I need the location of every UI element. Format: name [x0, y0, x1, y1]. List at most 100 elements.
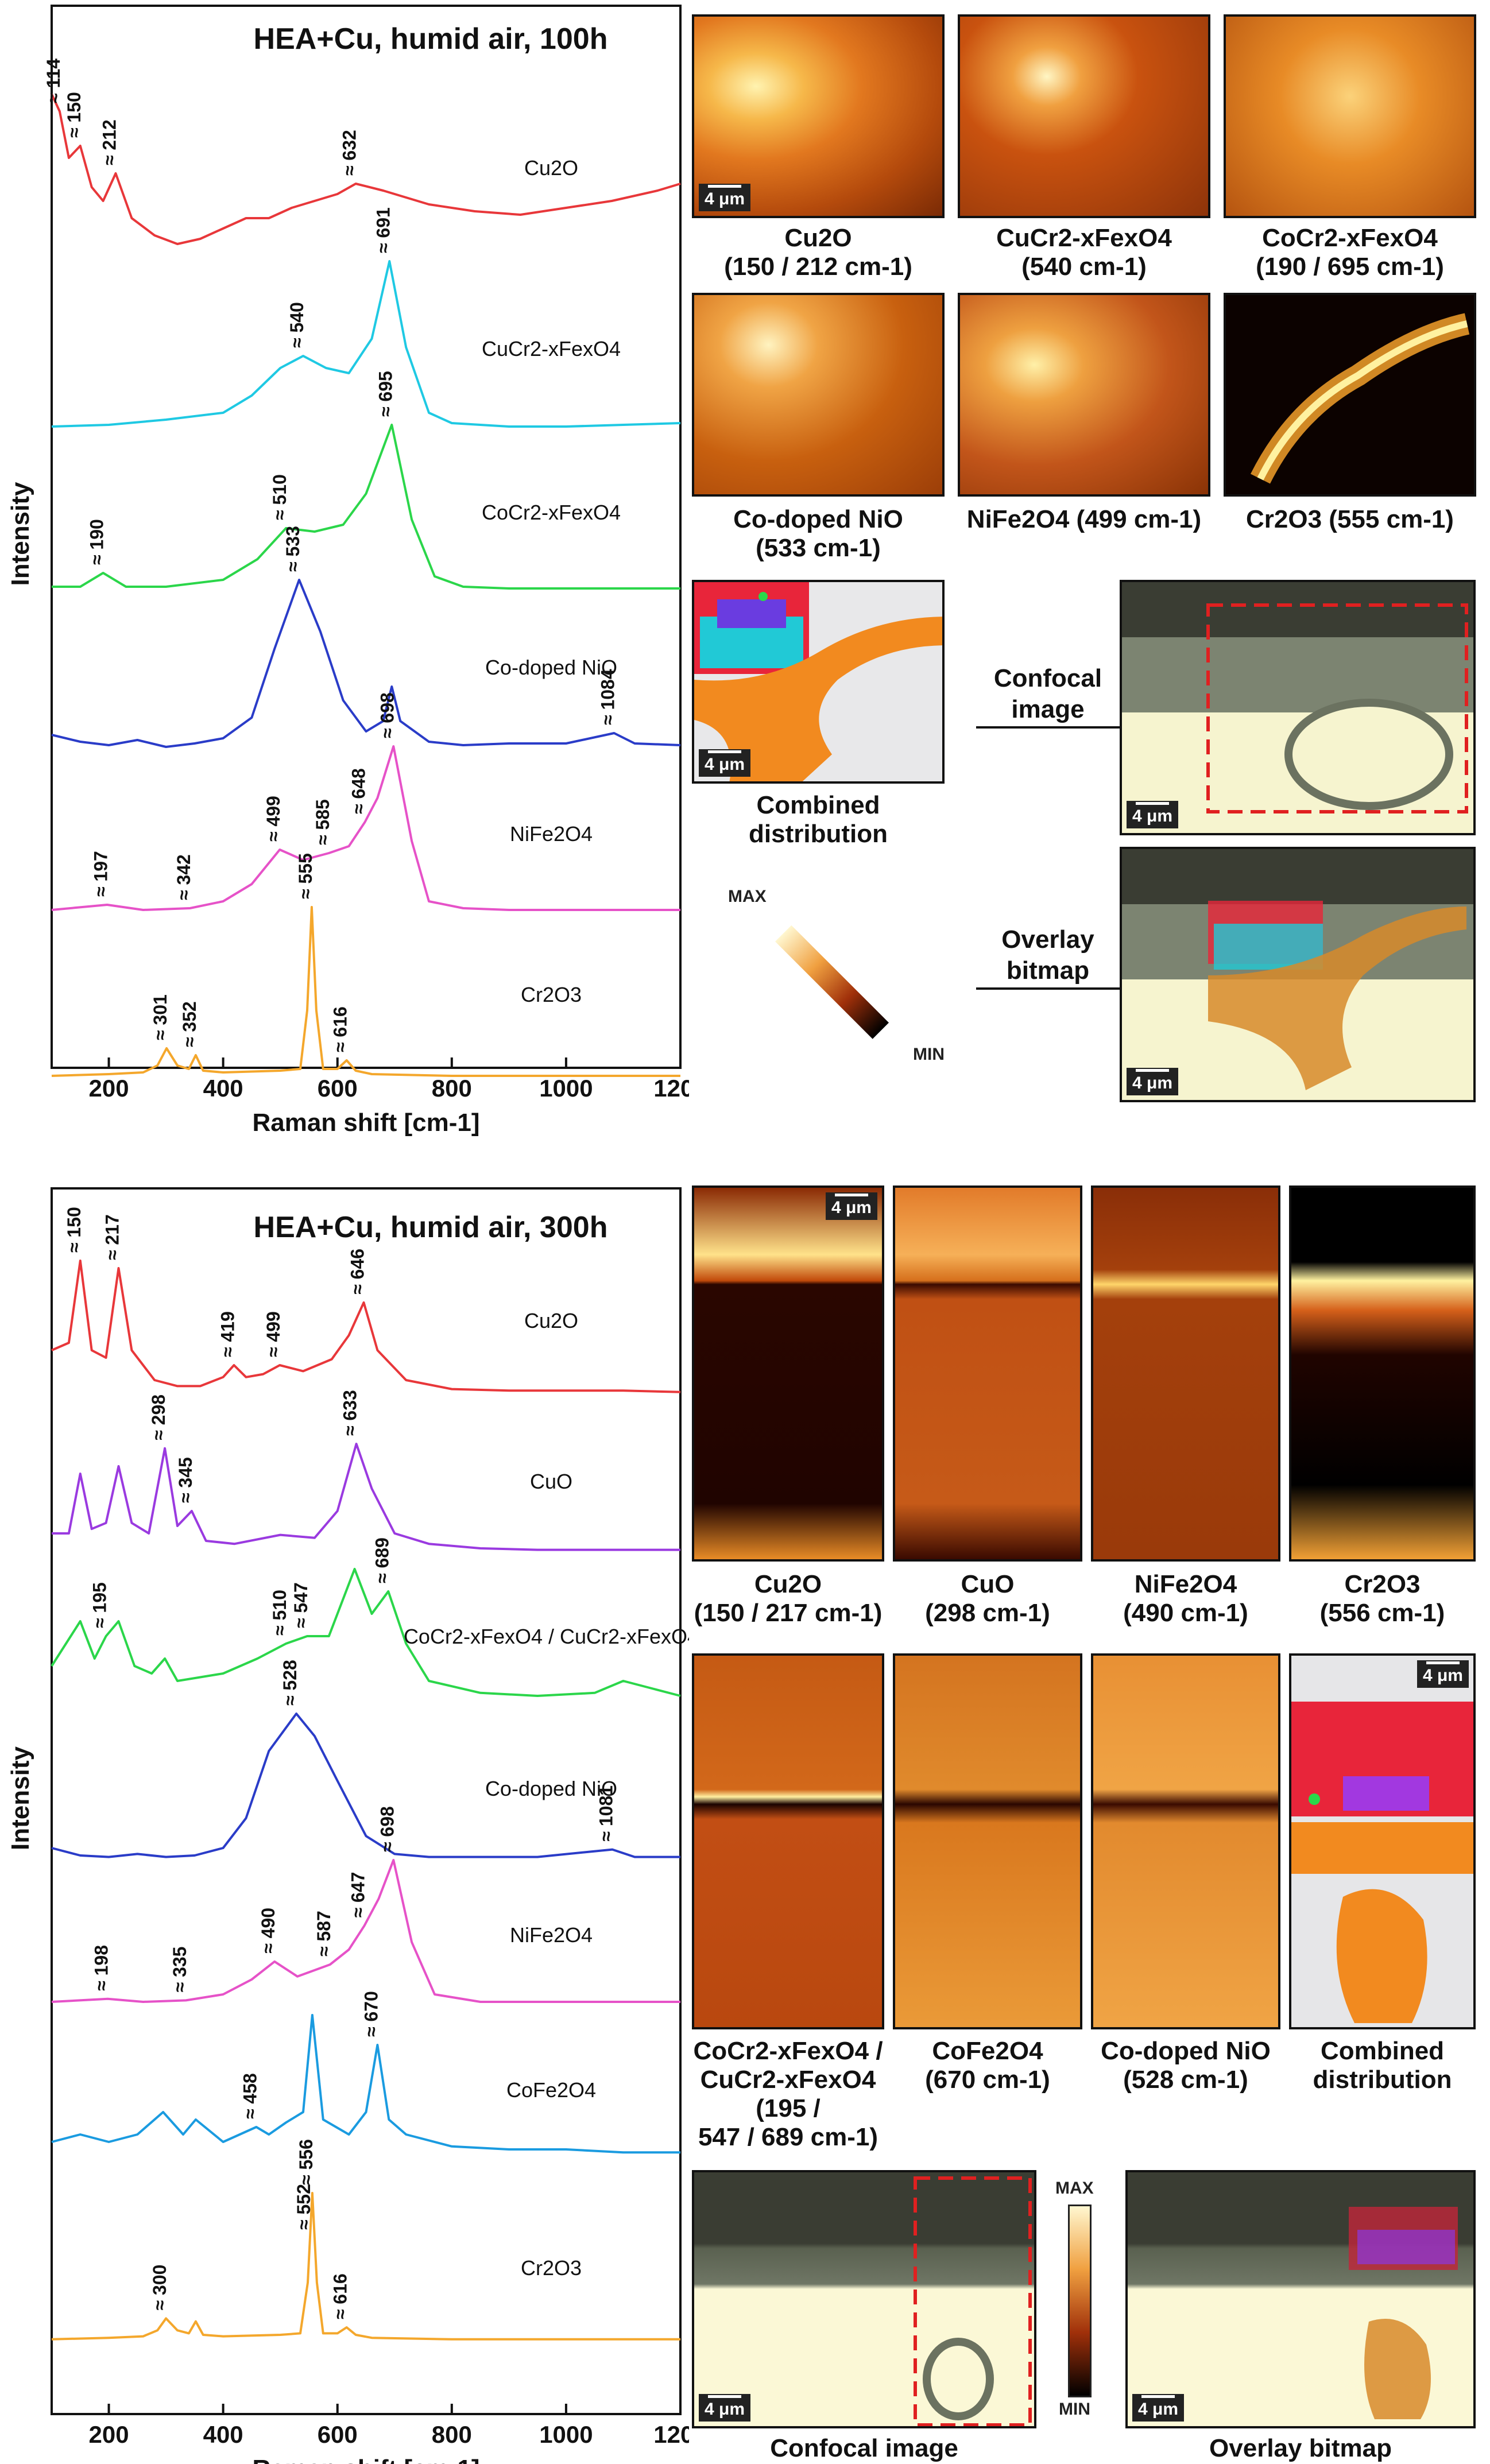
- x-tick-label: 200: [89, 2421, 129, 2448]
- series-line: [52, 1443, 680, 1551]
- peak-label: ≈ 490: [258, 1908, 278, 1954]
- caption-cu2o-100h: Cu2O (150 / 212 cm-1): [724, 224, 912, 281]
- series-name: NiFe2O4: [510, 822, 593, 846]
- caption-nio-100h: Co-doped NiO (533 cm-1): [733, 505, 903, 562]
- raman-map-nio-300h: [1091, 1653, 1280, 2029]
- caption-nife-100h: NiFe2O4 (499 cm-1): [966, 505, 1202, 533]
- colorbar-300h: [1068, 2205, 1092, 2397]
- overlay-bitmap-100h: 4 μm: [1120, 847, 1476, 1102]
- caption-cuo-300h: CuO (298 cm-1): [925, 1570, 1050, 1627]
- peak-label: ≈ 698: [377, 1806, 397, 1852]
- peak-label: ≈ 217: [102, 1214, 123, 1260]
- series-name: CoCr2-xFexO4 / CuCr2-xFexO4: [404, 1625, 689, 1648]
- peak-label: ≈ 300: [149, 2265, 170, 2311]
- peak-label: ≈ 695: [375, 371, 396, 417]
- confocal-image-300h: 4 μm: [692, 2170, 1036, 2428]
- scale-bar: 4 μm: [1127, 1068, 1179, 1095]
- overlay-label-100h: Overlay bitmap: [976, 924, 1120, 990]
- peak-label: ≈ 555: [295, 853, 316, 899]
- series-name: Co-doped NiO: [485, 1777, 617, 1800]
- series-name: CuCr2-xFexO4: [482, 337, 621, 361]
- raman-map-cr2o3-300h: [1289, 1185, 1476, 1562]
- chart-title: HEA+Cu, humid air, 300h: [254, 1211, 608, 1244]
- caption-cr2o3-100h: Cr2O3 (555 cm-1): [1246, 505, 1454, 533]
- caption-nio-300h: Co-doped NiO (528 cm-1): [1101, 2037, 1271, 2094]
- series-line: [51, 2014, 680, 2154]
- colorbar-max-label: MAX: [1055, 2179, 1094, 2198]
- caption-cu2o-300h: Cu2O (150 / 217 cm-1): [694, 1570, 883, 1627]
- peak-label: ≈ 552: [293, 2184, 314, 2230]
- peak-label: ≈ 510: [269, 474, 290, 520]
- combined-distribution-300h: 4 μm: [1289, 1653, 1476, 2029]
- raman-map-cucr-100h: [958, 14, 1210, 218]
- raman-map-cu2o-100h: 4 μm: [692, 14, 945, 218]
- series-name: Cr2O3: [521, 983, 582, 1006]
- series-line: [51, 2192, 680, 2341]
- peak-label: ≈ 150: [64, 92, 84, 138]
- raman-map-cocr-300h: [692, 1653, 884, 2029]
- peak-label: ≈ 691: [373, 207, 393, 253]
- scale-bar: 4 μm: [699, 184, 751, 211]
- colorbar-max-label: MAX: [728, 887, 767, 906]
- series-name: Cu2O: [524, 156, 578, 180]
- caption-cocr-100h: CoCr2-xFexO4 (190 / 695 cm-1): [1256, 224, 1444, 281]
- series-line: [51, 94, 681, 245]
- x-tick-label: 1200: [653, 2421, 689, 2448]
- peak-label: ≈ 499: [263, 796, 284, 842]
- plot-frame: [51, 5, 682, 1069]
- caption-combined-100h: Combined distribution: [749, 791, 888, 848]
- peak-label: ≈ 1081: [596, 1785, 617, 1842]
- series-name: CuO: [530, 1470, 572, 1493]
- colorbar-min-label: MIN: [913, 1045, 945, 1064]
- x-tick-label: 600: [318, 1075, 358, 1102]
- scale-bar: 4 μm: [1132, 2394, 1185, 2422]
- peak-label: ≈ 419: [218, 1311, 238, 1357]
- peak-label: ≈ 212: [99, 119, 120, 165]
- x-tick-label: 400: [203, 1075, 243, 1102]
- peak-label: ≈ 632: [339, 130, 360, 176]
- x-tick-label: 1000: [539, 2421, 593, 2448]
- x-tick-label: 600: [318, 2421, 358, 2448]
- confocal-label-100h: Confocal image: [976, 663, 1120, 729]
- series-name: CoCr2-xFexO4: [482, 501, 621, 524]
- peak-label: ≈ 150: [64, 1207, 84, 1253]
- scale-bar: 4 μm: [825, 1192, 877, 1220]
- x-axis-label: Raman shift [cm-1]: [252, 2455, 479, 2464]
- x-tick-label: 1000: [539, 1075, 593, 1102]
- peak-label: ≈ 616: [330, 2273, 351, 2319]
- spectra-panel-100h: HEA+Cu, humid air, 100h Intensity 200 400 60…: [0, 0, 689, 1165]
- raman-spectra-100h: HEA+Cu, humid air, 100h Intensity 200 400 60…: [6, 5, 689, 1137]
- x-axis-label: Raman shift [cm-1]: [252, 1109, 479, 1137]
- peak-label: ≈ 1084: [598, 669, 618, 725]
- series-name: CoFe2O4: [506, 2078, 596, 2102]
- colorbar-min-label: MIN: [1059, 2400, 1090, 2419]
- series-line: [51, 1859, 680, 2003]
- overlay-bitmap-300h: 4 μm: [1125, 2170, 1476, 2428]
- series-line: [51, 906, 680, 1077]
- scale-bar: 4 μm: [1127, 801, 1179, 828]
- series-name: Co-doped NiO: [485, 656, 617, 679]
- raman-map-cr2o3-100h: [1224, 293, 1476, 497]
- caption-cr2o3-300h: Cr2O3 (556 cm-1): [1319, 1570, 1445, 1627]
- peak-label: ≈ 298: [148, 1394, 169, 1440]
- peak-label: ≈ 352: [179, 1001, 200, 1047]
- confocal-dash-frame: [914, 2176, 1032, 2426]
- raman-map-cuo-300h: [893, 1185, 1082, 1562]
- peak-label: ≈ 648: [349, 768, 369, 814]
- overlay-shapes: [1349, 2207, 1458, 2419]
- series-line: [51, 1260, 681, 1393]
- x-tick-label: 1200: [653, 1075, 689, 1102]
- raman-map-nio-100h: [692, 293, 945, 497]
- peak-label: ≈ 647: [348, 1872, 369, 1918]
- peak-label: ≈ 345: [175, 1457, 196, 1503]
- series-line: [51, 260, 681, 428]
- peak-label: ≈ 670: [361, 1991, 381, 2037]
- overlay-shapes: [1208, 901, 1466, 1090]
- peak-label: ≈ 458: [239, 2073, 260, 2119]
- confocal-label-300h: Confocal image: [770, 2434, 958, 2462]
- series-line: [52, 424, 680, 590]
- raman-map-nife-300h: [1091, 1185, 1280, 1562]
- peak-label: ≈ 197: [91, 851, 111, 897]
- peak-label: ≈ 646: [347, 1249, 368, 1295]
- confocal-dash-frame: [1206, 603, 1468, 813]
